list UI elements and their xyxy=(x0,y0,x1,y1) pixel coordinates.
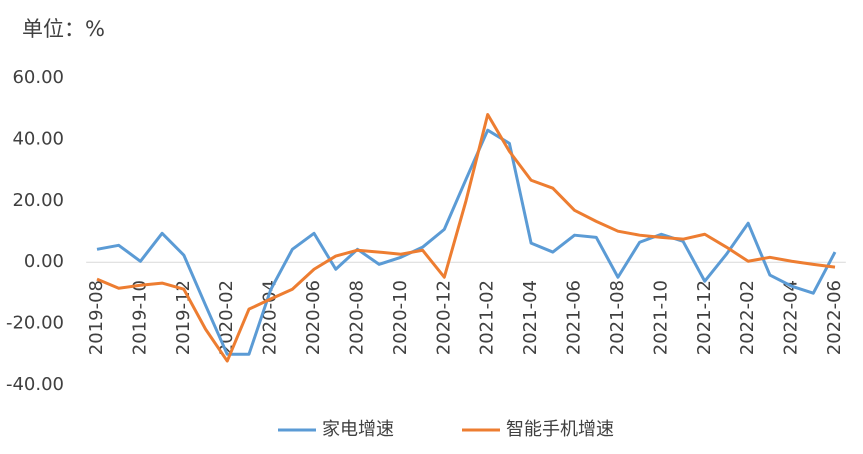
x-tick-label: 2021-06 xyxy=(564,280,585,355)
series-line xyxy=(96,128,837,356)
y-tick-label: 40.00 xyxy=(12,128,64,149)
x-tick-label: 2020-10 xyxy=(390,280,411,355)
x-tick-label: 2022-04 xyxy=(781,280,802,355)
x-tick-label: 2019-08 xyxy=(86,280,107,355)
x-tick-label: 2020-04 xyxy=(260,280,281,355)
x-tick-label: 2022-02 xyxy=(737,280,758,355)
y-tick-label: 0.00 xyxy=(24,251,64,272)
y-tick-label: -20.00 xyxy=(6,313,64,334)
x-tick-label: 2020-08 xyxy=(346,280,367,355)
y-tick-label: 20.00 xyxy=(12,190,64,211)
legend-label: 智能手机增速 xyxy=(506,419,614,440)
x-tick-label: 2020-12 xyxy=(433,280,454,355)
x-tick-label: 2021-12 xyxy=(694,280,715,355)
legend-label: 家电增速 xyxy=(322,419,394,440)
y-tick-label: 60.00 xyxy=(12,67,64,88)
x-tick-label: 2019-10 xyxy=(129,280,150,355)
x-tick-label: 2021-10 xyxy=(650,280,671,355)
x-tick-label: 2021-08 xyxy=(607,280,628,355)
x-tick-label: 2020-02 xyxy=(216,280,237,355)
x-tick-label: 2021-04 xyxy=(520,280,541,355)
x-tick-label: 2022-06 xyxy=(824,280,845,355)
x-tick-label: 2021-02 xyxy=(477,280,498,355)
x-tick-label: 2020-06 xyxy=(303,280,324,355)
series-line xyxy=(96,113,836,363)
unit-label: 单位：% xyxy=(22,17,105,41)
y-tick-label: -40.00 xyxy=(6,374,64,395)
